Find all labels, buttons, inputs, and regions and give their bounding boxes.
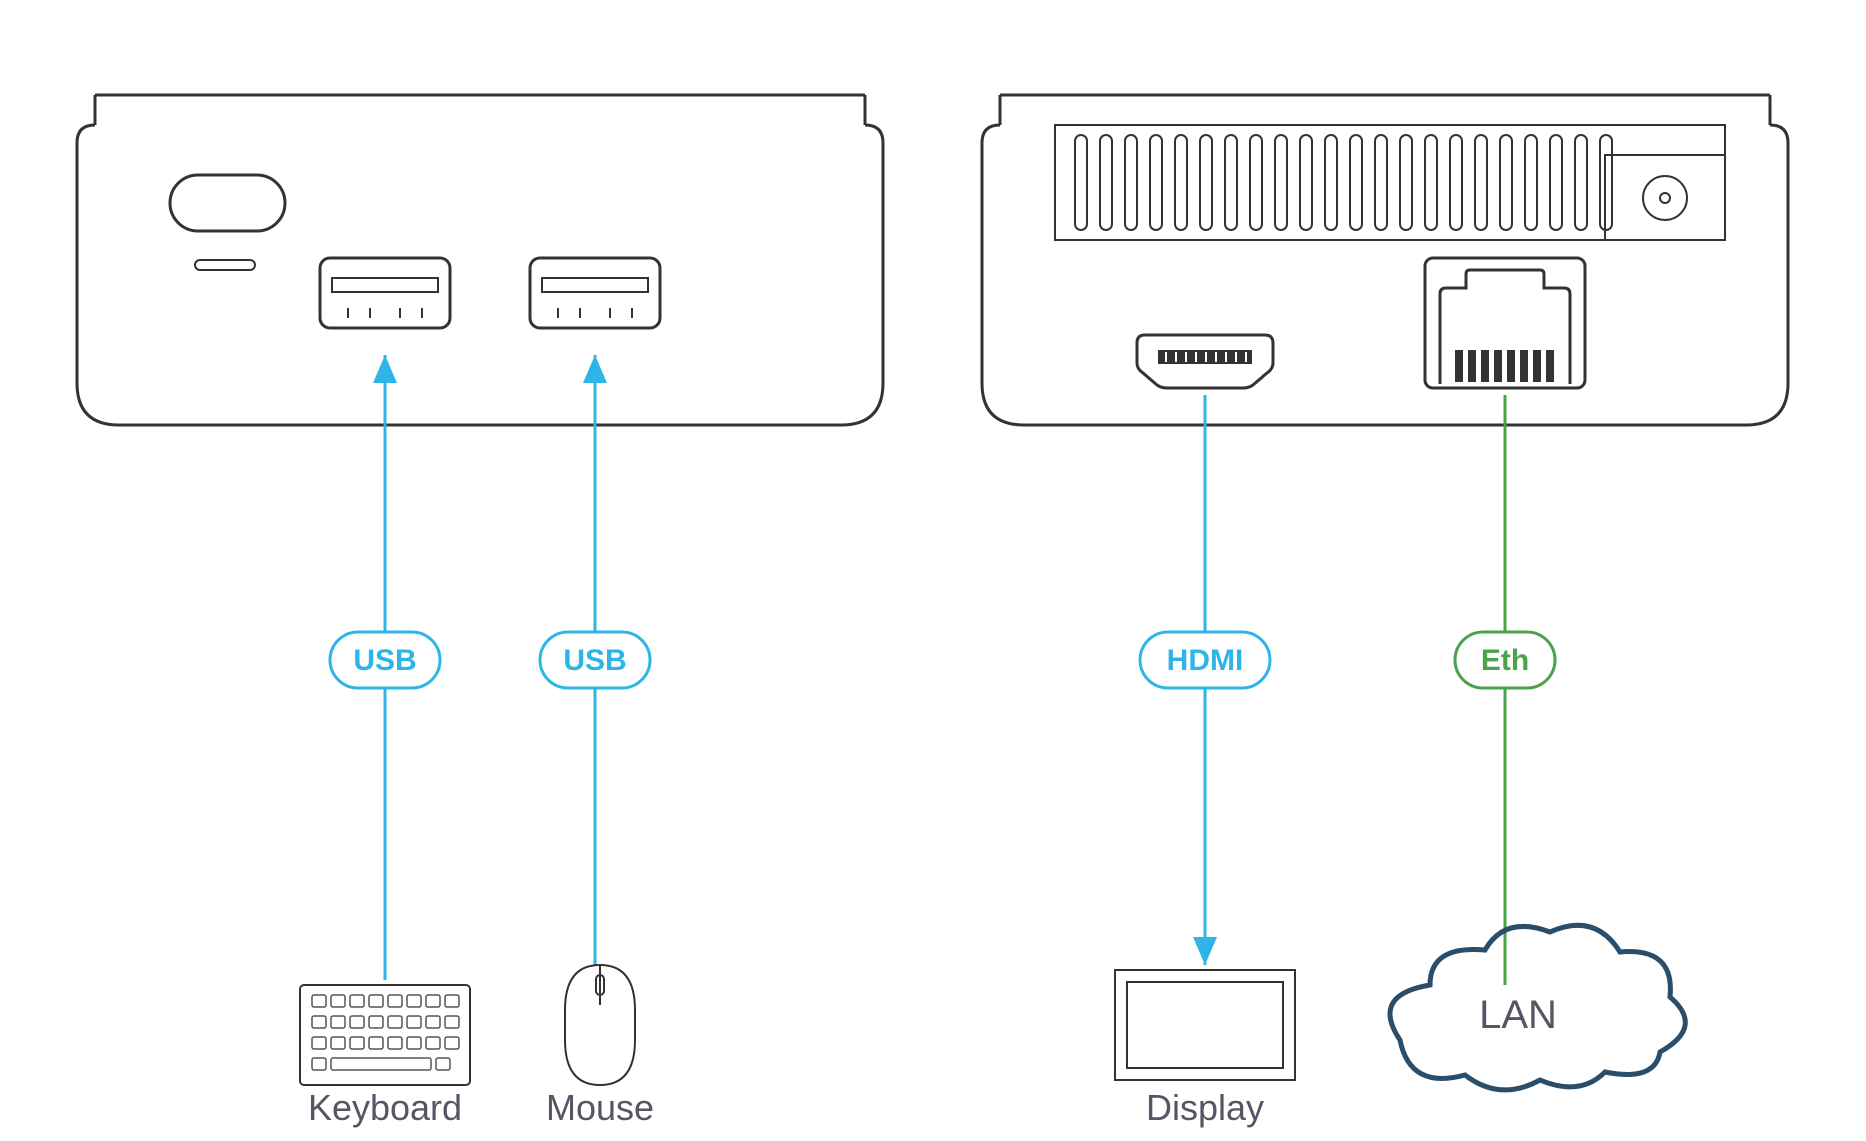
vent-slots [1075, 135, 1612, 230]
usb-port-2 [530, 258, 660, 328]
mouse-icon [565, 965, 635, 1085]
device-rear [982, 95, 1788, 425]
svg-text:Eth: Eth [1481, 644, 1529, 677]
display-label: Display [1146, 1087, 1264, 1128]
svg-text:USB: USB [563, 644, 626, 677]
keyboard-icon [300, 985, 470, 1085]
keyboard-label: Keyboard [308, 1087, 462, 1128]
usb-port-1 [320, 258, 450, 328]
ethernet-port [1425, 258, 1585, 388]
hdmi-display: HDMI [1140, 395, 1270, 965]
display-icon [1115, 970, 1295, 1080]
svg-text:HDMI: HDMI [1167, 644, 1244, 677]
usb-mouse: USB [540, 355, 650, 965]
device-front [77, 95, 883, 425]
hdmi-port [1137, 335, 1273, 388]
svg-text:USB: USB [353, 644, 416, 677]
usb-keyboard: USB [330, 355, 440, 980]
connection-diagram: USB USB HDMI Eth Keyboard Mouse Display LAN [0, 0, 1866, 1141]
eth-lan: Eth [1455, 395, 1555, 985]
mouse-label: Mouse [546, 1087, 654, 1128]
lan-label: LAN [1479, 993, 1557, 1037]
